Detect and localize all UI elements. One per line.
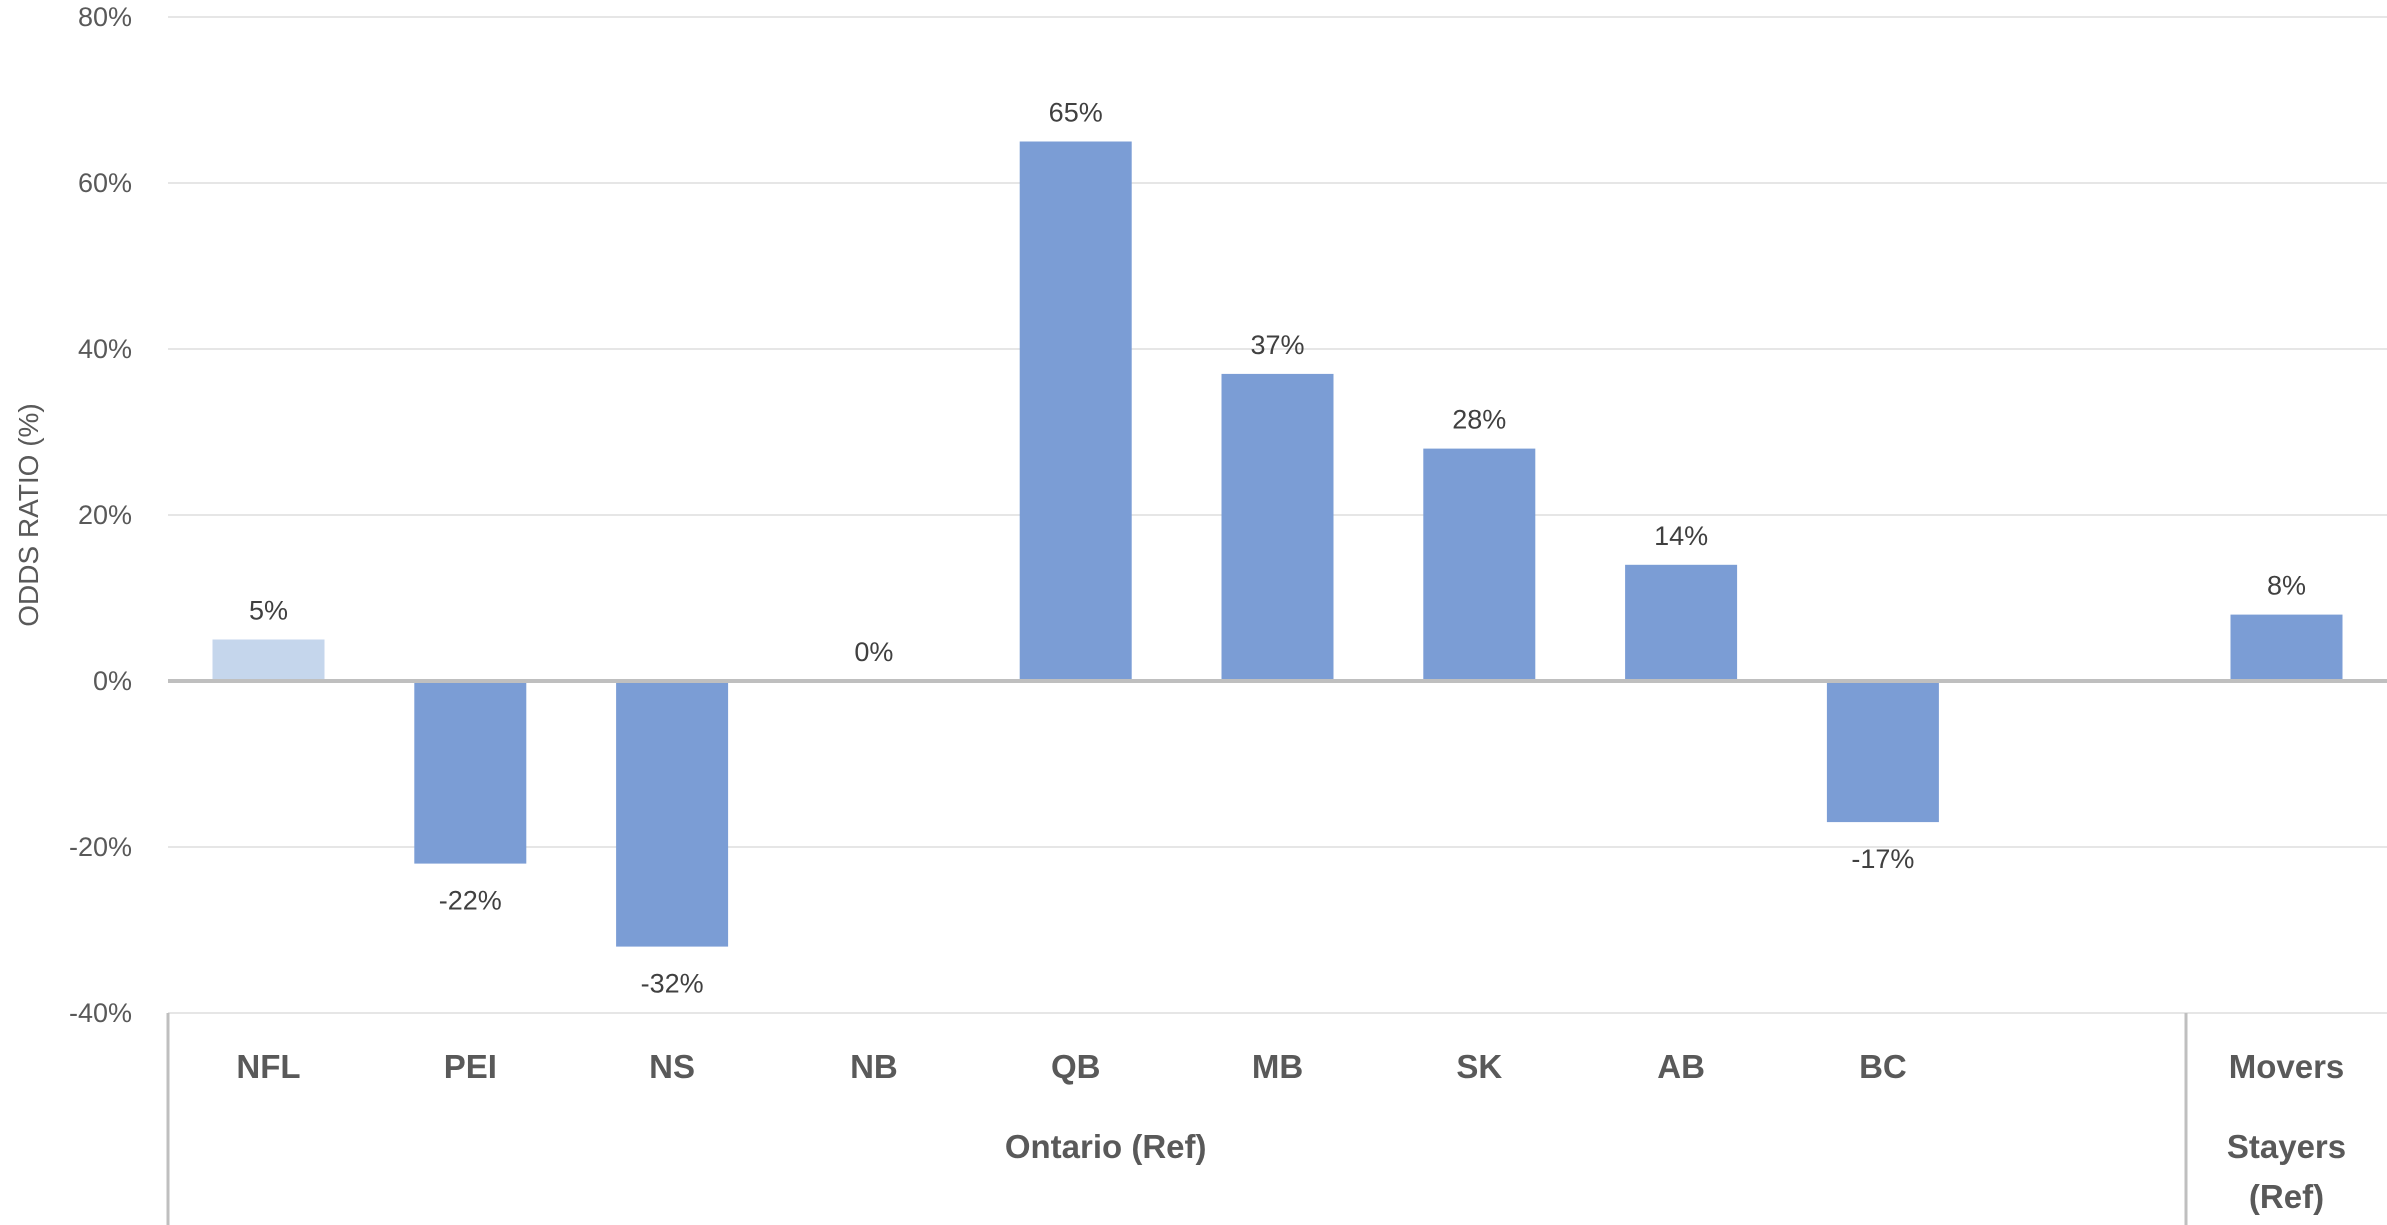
category-label: Movers [2229,1048,2345,1085]
y-tick-label: 60% [78,168,132,198]
data-label: -17% [1851,844,1914,874]
bar-movers [2230,614,2343,681]
group-labels: Ontario (Ref) Stayers (Ref) [1005,1128,2346,1215]
group-label: (Ref) [2249,1178,2324,1215]
bar-sk [1423,448,1536,681]
category-label: PEI [444,1048,497,1085]
bar-bc [1826,681,1939,823]
data-label: 28% [1452,405,1506,435]
category-label: QB [1051,1048,1101,1085]
y-tick-label: 20% [78,500,132,530]
data-label: -32% [641,969,704,999]
y-axis-label: ODDS RATIO (%) [13,403,44,626]
category-label: AB [1657,1048,1705,1085]
y-tick-label: -40% [69,998,132,1028]
category-label: SK [1456,1048,1502,1085]
data-label: 0% [854,637,893,667]
category-label: BC [1859,1048,1907,1085]
category-label: NB [850,1048,898,1085]
data-label: 65% [1049,98,1103,128]
category-label: MB [1252,1048,1303,1085]
bar-ns [616,681,729,947]
data-label: 8% [2267,571,2306,601]
x-axis [166,679,2387,1225]
gridlines [168,16,2387,1014]
bar-mb [1221,373,1334,681]
group-label: Stayers [2227,1128,2346,1165]
bar-qb [1019,141,1132,681]
bar-pei [414,681,527,864]
data-label: -22% [439,886,502,916]
y-tick-label: 0% [93,666,132,696]
category-labels: NFL PEI NS NB QB MB SK AB BC Movers [236,1048,2344,1085]
category-label: NFL [236,1048,300,1085]
data-label: 5% [249,596,288,626]
y-tick-label: 80% [78,2,132,32]
y-tick-label: 40% [78,334,132,364]
data-label: 14% [1654,521,1708,551]
group-label: Ontario (Ref) [1005,1128,1207,1165]
bars [212,141,2343,947]
data-label: 37% [1250,330,1304,360]
bar-nfl [212,639,325,681]
bar-ab [1625,564,1738,681]
category-label: NS [649,1048,695,1085]
y-axis-ticks: 80% 60% 40% 20% 0% -20% -40% [69,2,132,1028]
y-tick-label: -20% [69,832,132,862]
data-labels: 5% -22% -32% 0% 65% 37% 28% 14% -17% 8% [249,98,2306,999]
